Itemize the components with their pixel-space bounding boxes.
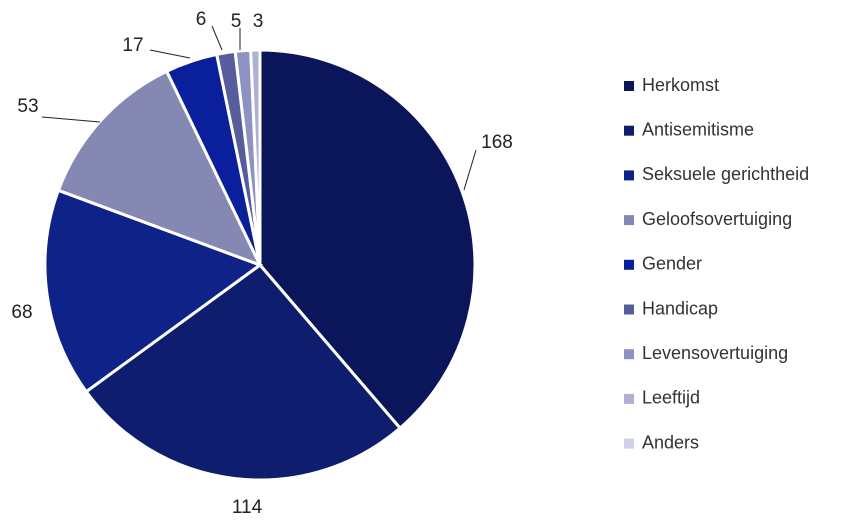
legend-swatch	[624, 349, 634, 360]
data-label: 5	[231, 11, 242, 32]
leader-line	[463, 149, 477, 191]
leader-line	[41, 116, 101, 123]
pie-slice	[43, 188, 264, 394]
legend-label: Antisemitisme	[642, 119, 754, 139]
leader-line	[211, 25, 223, 51]
legend-swatch	[624, 170, 634, 181]
legend-swatch	[624, 215, 634, 226]
data-label: 168	[481, 132, 513, 153]
legend-swatch	[624, 125, 634, 136]
pie-slice	[249, 48, 262, 266]
legend-label: Geloofsovertuiging	[642, 209, 792, 229]
legend-label: Handicap	[642, 298, 718, 318]
legend-swatch	[624, 304, 634, 315]
legend-label: Anders	[642, 432, 699, 452]
legend-swatch	[624, 393, 634, 404]
pie-slice	[56, 69, 263, 268]
pie-slice	[258, 48, 477, 431]
legend-swatch	[624, 438, 634, 449]
legend-label: Levensovertuiging	[642, 343, 788, 363]
legend-label: Gender	[642, 254, 702, 274]
leader-line	[149, 49, 191, 59]
legend-label: Leeftijd	[642, 388, 700, 408]
data-label: 6	[196, 9, 207, 30]
legend-swatch	[624, 81, 634, 91]
legend-swatch	[624, 259, 634, 270]
data-label: 114	[232, 497, 263, 518]
data-label: 68	[11, 302, 32, 323]
data-label: 53	[17, 96, 38, 117]
data-label: 17	[122, 35, 143, 56]
data-label: 3	[253, 11, 264, 32]
legend-label: Herkomst	[642, 75, 719, 95]
legend-label: Seksuele gerichtheid	[642, 164, 809, 184]
pie-slice	[84, 262, 403, 482]
